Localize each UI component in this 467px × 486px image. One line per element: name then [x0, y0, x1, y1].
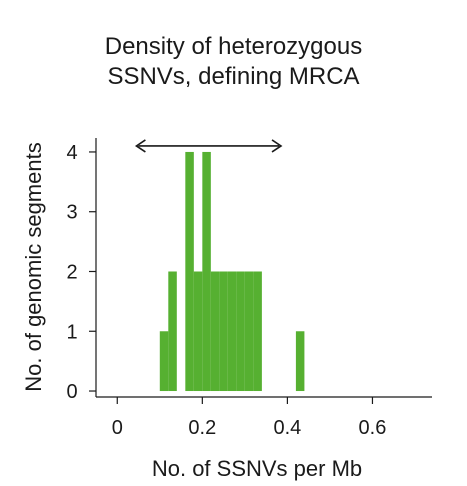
- x-tick-label-1: 0.2: [188, 417, 216, 439]
- chart-title-line-1: Density of heterozygous: [104, 33, 363, 60]
- x-tick-label-2: 0.4: [273, 417, 301, 439]
- y-tick-label-2: 2: [66, 261, 77, 283]
- histogram-bar-10: [253, 271, 262, 392]
- histogram-bar-8: [236, 271, 245, 392]
- x-tick-label-0: 0: [112, 417, 123, 439]
- y-tick-label-1: 1: [66, 321, 77, 343]
- histogram-bar-0: [159, 331, 169, 392]
- x-tick-label-3: 0.6: [359, 417, 387, 439]
- axes: [95, 138, 432, 398]
- range-arrow-head-left: [134, 139, 146, 153]
- histogram-bar-5: [210, 271, 220, 392]
- chart-title: Density of heterozygous SSNVs, defining …: [0, 32, 467, 92]
- y-tick-label-4: 4: [66, 142, 77, 164]
- y-axis-title: No. of genomic segments: [21, 142, 46, 391]
- histogram-bar-1: [168, 271, 177, 392]
- histogram-bars: [159, 151, 305, 392]
- histogram-bar-6: [219, 271, 228, 392]
- x-axis-ticks: 0 0.2 0.4 0.6: [112, 397, 387, 439]
- histogram-bar-11: [295, 331, 305, 392]
- y-tick-label-0: 0: [66, 381, 77, 403]
- histogram-bar-9: [244, 271, 254, 392]
- range-arrow: [134, 139, 283, 153]
- histogram-bar-2: [185, 151, 194, 392]
- chart-title-line-2: SSNVs, defining MRCA: [107, 63, 360, 90]
- y-tick-label-3: 3: [66, 202, 77, 224]
- histogram-bar-4: [202, 151, 211, 392]
- range-arrow-head-right: [271, 139, 283, 153]
- histogram-bar-7: [227, 271, 237, 392]
- histogram-bar-3: [193, 271, 203, 392]
- y-axis-ticks: 0 1 2 3 4: [66, 142, 96, 403]
- x-axis-title: No. of SSNVs per Mb: [152, 456, 362, 481]
